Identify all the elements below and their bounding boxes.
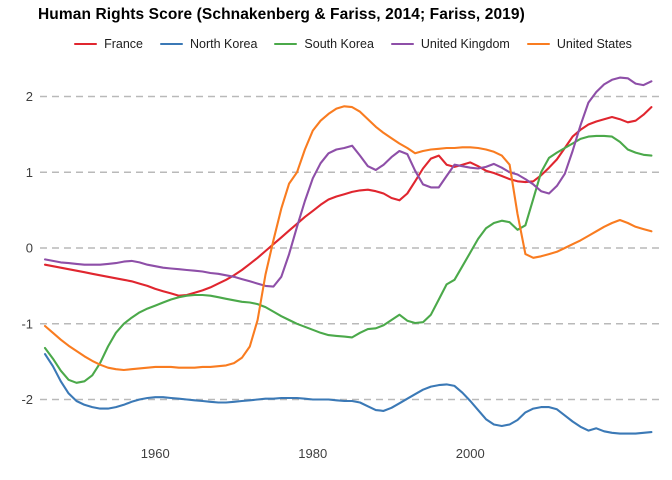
- legend-label-south-korea: South Korea: [304, 37, 374, 51]
- legend-item-france: France: [74, 37, 143, 51]
- line-north-korea: [43, 353, 653, 435]
- y-tick-neg2: -2: [21, 392, 33, 407]
- line-united-states: [43, 105, 653, 372]
- legend-swatch-france: [74, 42, 98, 46]
- legend-item-united-states: United States: [526, 37, 632, 51]
- legend-swatch-south-korea: [274, 42, 298, 46]
- line-united-kingdom: [43, 76, 653, 288]
- x-tick-1980: 1980: [298, 446, 327, 461]
- x-tick-1960: 1960: [141, 446, 170, 461]
- y-tick-2: 2: [26, 89, 33, 104]
- line-south-korea: [43, 134, 653, 384]
- legend-label-north-korea: North Korea: [190, 37, 258, 51]
- legend-swatch-united-states: [526, 42, 550, 46]
- y-tick-1: 1: [26, 165, 33, 180]
- y-tick-neg1: -1: [21, 316, 33, 331]
- y-tick-0: 0: [26, 241, 33, 256]
- series-lines: [43, 76, 653, 435]
- legend-label-united-states: United States: [556, 37, 632, 51]
- legend-label-united-kingdom: United Kingdom: [420, 37, 510, 51]
- legend: France North Korea South Korea United Ki…: [40, 37, 666, 51]
- legend-label-france: France: [104, 37, 143, 51]
- x-axis-labels: 1960 1980 2000: [141, 446, 485, 461]
- chart-title: Human Rights Score (Schnakenberg & Faris…: [38, 6, 525, 23]
- y-axis-labels: 2 1 0 -1 -2: [21, 89, 33, 407]
- line-france: [43, 106, 653, 297]
- x-tick-2000: 2000: [456, 446, 485, 461]
- legend-item-north-korea: North Korea: [160, 37, 257, 51]
- legend-swatch-united-kingdom: [390, 42, 414, 46]
- legend-swatch-north-korea: [160, 42, 183, 46]
- legend-item-united-kingdom: United Kingdom: [390, 37, 510, 51]
- gridlines: [40, 95, 660, 401]
- legend-item-south-korea: South Korea: [274, 37, 374, 51]
